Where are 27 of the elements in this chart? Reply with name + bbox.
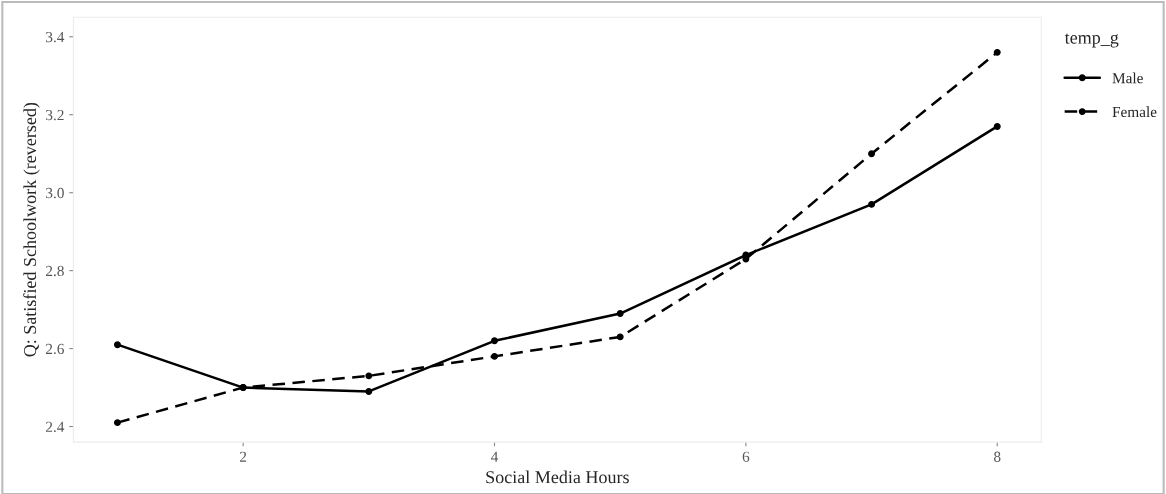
x-axis-title: Social Media Hours [486, 470, 629, 484]
legend-label: Male [1112, 72, 1143, 84]
legend-title: temp_g [1064, 33, 1119, 48]
point [616, 333, 624, 341]
y-tick-label: 3.2 [46, 109, 64, 121]
point [868, 200, 876, 208]
point [491, 337, 498, 345]
point [113, 341, 121, 349]
x-tick-label: 2 [239, 451, 247, 462]
point [365, 387, 373, 395]
x-tick-label: 8 [994, 451, 1001, 462]
legend-label: Female [1112, 106, 1157, 118]
y-tick-label: 3.4 [46, 31, 65, 43]
point [616, 310, 624, 317]
point [113, 419, 121, 427]
point [868, 150, 876, 158]
point [993, 122, 1001, 130]
y-tick-label: 2.6 [46, 343, 64, 355]
y-tick-label: 2.8 [46, 265, 64, 277]
point [365, 372, 373, 380]
y-tick-label: 2.4 [46, 421, 65, 433]
x-tick-label: 6 [742, 451, 750, 462]
point [993, 48, 1001, 56]
point [491, 352, 498, 360]
x-tick-label: 4 [490, 451, 499, 462]
y-tick-label: 3.0 [46, 187, 64, 199]
y-axis-title: Q: Satisfied Schoolwork (reversed) [23, 102, 40, 357]
